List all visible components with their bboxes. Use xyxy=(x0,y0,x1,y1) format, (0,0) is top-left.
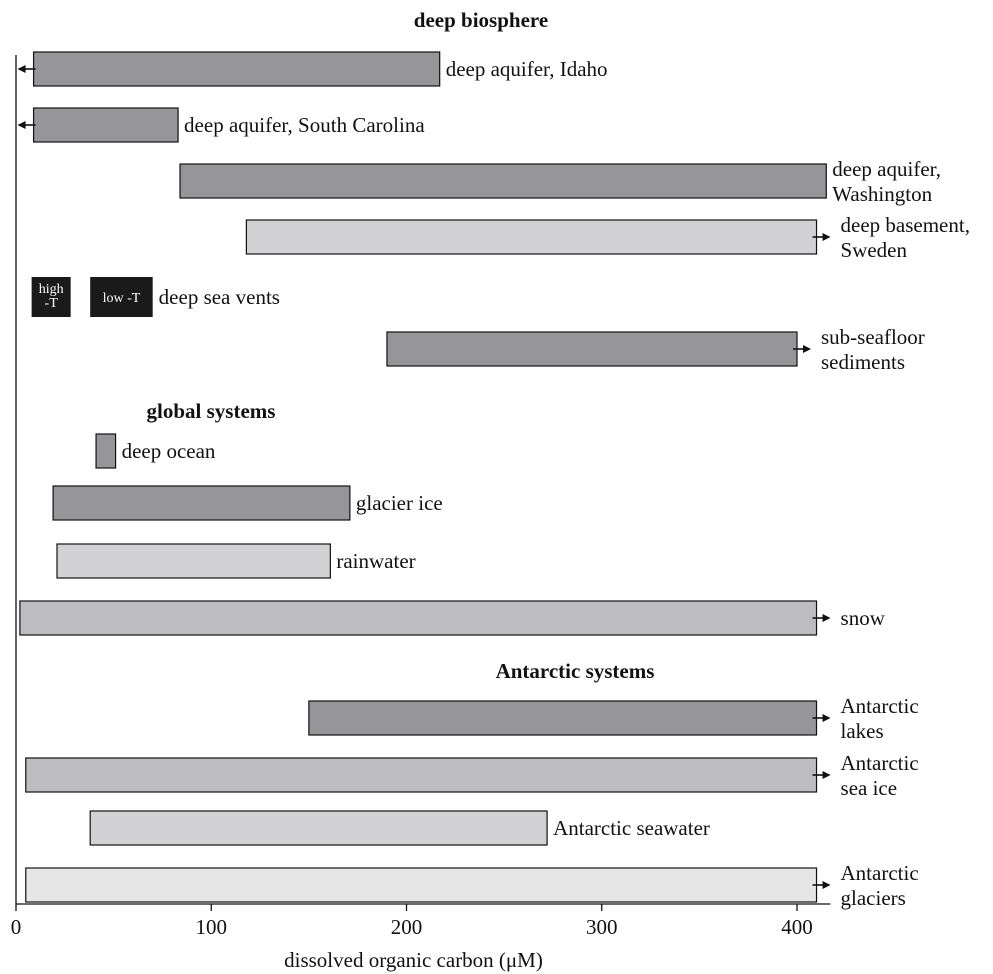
bar-label-line: glaciers xyxy=(841,886,906,910)
arrow-right-head xyxy=(803,345,811,353)
bar-label-line: snow xyxy=(841,606,886,630)
bar-label-line: deep aquifer, Idaho xyxy=(446,57,608,81)
bar-row: Antarctic glaciers xyxy=(25,861,919,910)
bar xyxy=(25,757,818,793)
vent-label: low -T xyxy=(103,291,141,306)
x-tick-label: 400 xyxy=(781,915,813,939)
x-tick-label: 300 xyxy=(586,915,618,939)
bar-label-line: rainwater xyxy=(336,549,415,573)
bar-row: deep aquifer, Idaho xyxy=(17,51,608,87)
bar-row: glacier ice xyxy=(52,485,443,521)
bar-label: deep aquifer, Idaho xyxy=(446,57,608,81)
bar-row: rainwater xyxy=(56,543,416,579)
bar-label-line: lakes xyxy=(841,719,884,743)
bar-label-line: Washington xyxy=(832,182,932,206)
bar xyxy=(386,331,798,367)
bar-label-line: sediments xyxy=(821,350,905,374)
bar-row: deep aquifer, Washington xyxy=(179,157,941,206)
vent-bar xyxy=(90,277,153,317)
bar-label: Antarctic glaciers xyxy=(841,861,919,910)
arrow-right-head xyxy=(822,714,831,722)
section-title: deep biosphere xyxy=(414,8,548,32)
arrow-right-head xyxy=(822,614,831,622)
bar-row: Antarctic sea ice xyxy=(25,751,919,800)
bar-label-line: sub-seafloor xyxy=(821,325,925,349)
bar-label-line: deep basement, xyxy=(841,213,970,237)
bar-label: Antarctic seawater xyxy=(553,816,710,840)
bar-label-line: Sweden xyxy=(841,238,908,262)
bar-row: deep aquifer, South Carolina xyxy=(17,107,425,143)
bars-layer: deep aquifer, Idaho deep aquifer, South C… xyxy=(17,51,970,910)
bar xyxy=(89,810,548,846)
bar-label: sub-seafloor sediments xyxy=(821,325,925,374)
bar xyxy=(25,867,818,903)
bar xyxy=(56,543,331,579)
bar-label: deep ocean xyxy=(122,439,216,463)
bar-label: snow xyxy=(841,606,886,630)
bar-label: deep basement, Sweden xyxy=(841,213,970,262)
bar-label-line: sea ice xyxy=(841,776,898,800)
x-tick-label: 100 xyxy=(196,915,228,939)
bar xyxy=(52,485,351,521)
arrow-left-head xyxy=(17,121,26,129)
bar-label: Antarctic sea ice xyxy=(841,751,919,800)
bar xyxy=(32,107,179,143)
bar-row: snow xyxy=(19,600,886,636)
bar-label: deep sea vents xyxy=(159,285,280,309)
x-axis-label: dissolved organic carbon (μM) xyxy=(284,948,543,972)
vent-label: high xyxy=(39,282,64,297)
section-title: global systems xyxy=(147,399,276,423)
vent-bar xyxy=(31,277,71,317)
bar-row: high-T low -T deep sea vents xyxy=(31,277,280,317)
bar xyxy=(95,433,117,469)
bar xyxy=(19,600,818,636)
x-tick-label: 200 xyxy=(391,915,423,939)
x-tick-label: 0 xyxy=(11,915,22,939)
arrow-right-head xyxy=(822,881,831,889)
bar-label: rainwater xyxy=(336,549,415,573)
bar xyxy=(308,700,818,736)
x-axis: 0 100 200 300 400 dissolved organic carbon (μ… xyxy=(11,55,831,972)
bar-label-line: Antarctic xyxy=(841,751,919,775)
bar-label-line: deep ocean xyxy=(122,439,216,463)
bar-label-line: Antarctic xyxy=(841,694,919,718)
arrow-right-head xyxy=(822,771,831,779)
section-title: Antarctic systems xyxy=(496,659,655,683)
bar-label-line: deep aquifer, xyxy=(832,157,941,181)
bar-row: Antarctic lakes xyxy=(308,694,919,743)
vent-label: -T xyxy=(45,296,59,311)
section-titles: deep biosphere global systems Antarctic sy… xyxy=(147,8,655,683)
bar-label-line: Antarctic xyxy=(841,861,919,885)
bar-row: sub-seafloor sediments xyxy=(386,325,925,374)
bar-label: deep aquifer, South Carolina xyxy=(184,113,425,137)
arrow-left-head xyxy=(17,65,26,73)
bar xyxy=(245,219,818,255)
bar-label: glacier ice xyxy=(356,491,443,515)
bar-label-line: deep aquifer, South Carolina xyxy=(184,113,425,137)
bar xyxy=(32,51,441,87)
bar-row: deep ocean xyxy=(95,433,216,469)
bar xyxy=(179,163,827,199)
bar-label-line: Antarctic seawater xyxy=(553,816,710,840)
bar-row: deep basement, Sweden xyxy=(245,213,970,262)
arrow-right-head xyxy=(822,233,831,241)
bar-label-line: glacier ice xyxy=(356,491,443,515)
bar-label: deep aquifer, Washington xyxy=(832,157,941,206)
bar-label: Antarctic lakes xyxy=(841,694,919,743)
bar-row: Antarctic seawater xyxy=(89,810,710,846)
